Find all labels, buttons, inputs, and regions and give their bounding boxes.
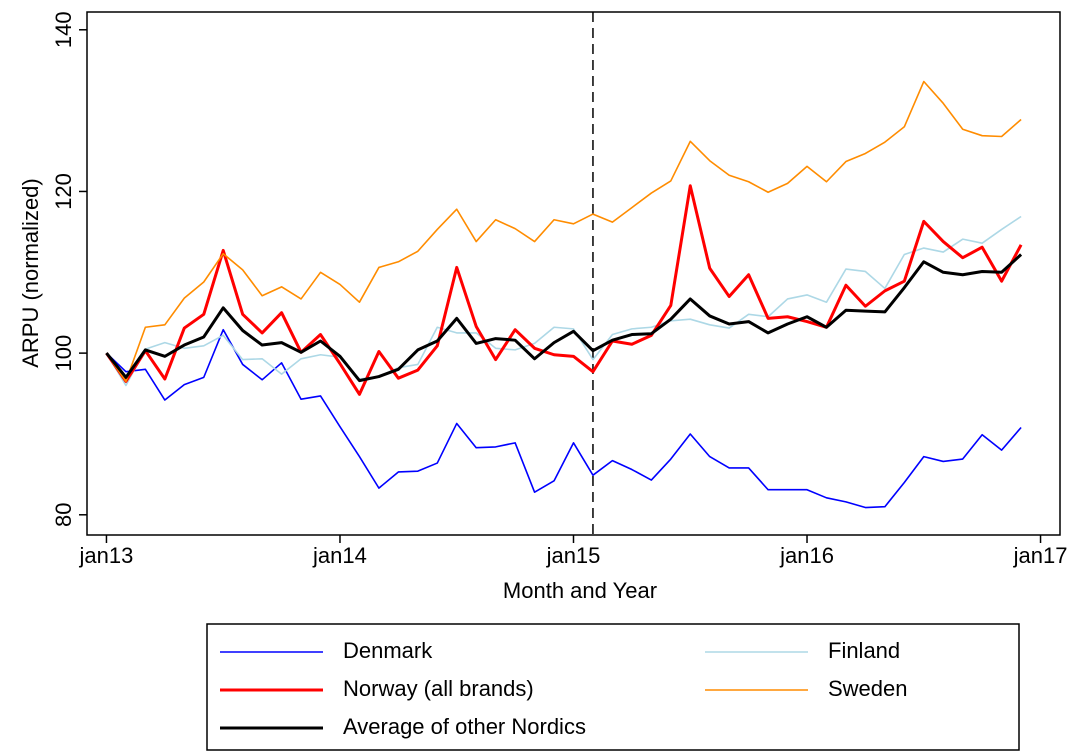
series-line — [105, 80, 1022, 383]
legend-label: Average of other Nordics — [343, 714, 586, 739]
legend-label: Sweden — [828, 676, 908, 701]
legend-box — [206, 623, 1020, 751]
x-tick-label: jan15 — [546, 543, 601, 568]
y-axis-label: ARPU (normalized) — [18, 178, 43, 368]
legend-label: Denmark — [343, 638, 433, 663]
series-line — [105, 253, 1023, 383]
y-tick-label: 120 — [51, 173, 76, 210]
y-tick-label: 80 — [51, 503, 76, 527]
x-tick-label: jan14 — [312, 543, 367, 568]
x-tick-label: jan17 — [1013, 543, 1068, 568]
x-tick-label: jan13 — [79, 543, 134, 568]
y-tick-label: 100 — [51, 335, 76, 372]
legend-label: Norway (all brands) — [343, 676, 534, 701]
series-line — [105, 215, 1022, 387]
x-tick-label: jan16 — [779, 543, 834, 568]
legend-label: Finland — [828, 638, 900, 663]
x-axis-label: Month and Year — [503, 578, 657, 603]
y-tick-label: 140 — [51, 11, 76, 48]
series-line — [105, 184, 1023, 396]
series-line — [105, 328, 1022, 509]
